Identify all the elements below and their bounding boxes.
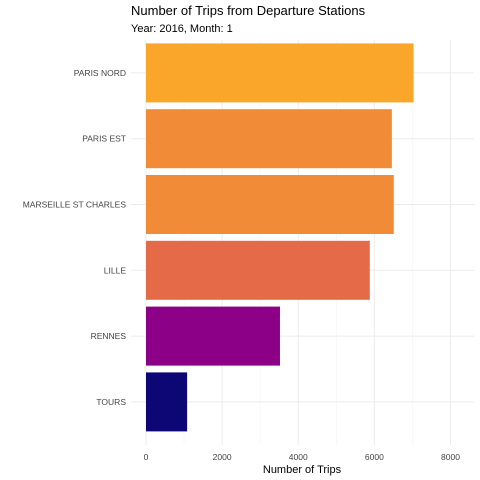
bar-marseille-st-charles — [146, 175, 394, 234]
x-axis-tick-labels: 0 2000 4000 6000 8000 — [144, 452, 461, 462]
y-axis-tick-labels: PARIS NORD PARIS EST MARSEILLE ST CHARLES L… — [23, 68, 127, 407]
x-tick-label: 8000 — [441, 452, 460, 462]
chart-subtitle: Year: 2016, Month: 1 — [131, 23, 233, 35]
bar-rennes — [146, 306, 280, 366]
x-tick-label: 4000 — [289, 452, 308, 462]
y-tick-label: PARIS EST — [82, 134, 126, 144]
x-axis-title: Number of Trips — [263, 464, 342, 476]
bar-tours — [146, 372, 188, 432]
bars — [146, 43, 414, 432]
y-tick-label: LILLE — [104, 265, 127, 275]
chart-title: Number of Trips from Departure Stations — [131, 3, 366, 18]
y-tick-label: MARSEILLE ST CHARLES — [23, 200, 127, 210]
bar-lille — [146, 240, 370, 300]
y-tick-label: PARIS NORD — [74, 68, 126, 78]
bar-paris-nord — [146, 43, 414, 103]
y-tick-label: RENNES — [91, 331, 127, 341]
y-tick-label: TOURS — [96, 397, 126, 407]
x-tick-label: 6000 — [365, 452, 384, 462]
bar-paris-est — [146, 109, 392, 169]
x-tick-label: 2000 — [213, 452, 232, 462]
x-tick-label: 0 — [144, 452, 149, 462]
